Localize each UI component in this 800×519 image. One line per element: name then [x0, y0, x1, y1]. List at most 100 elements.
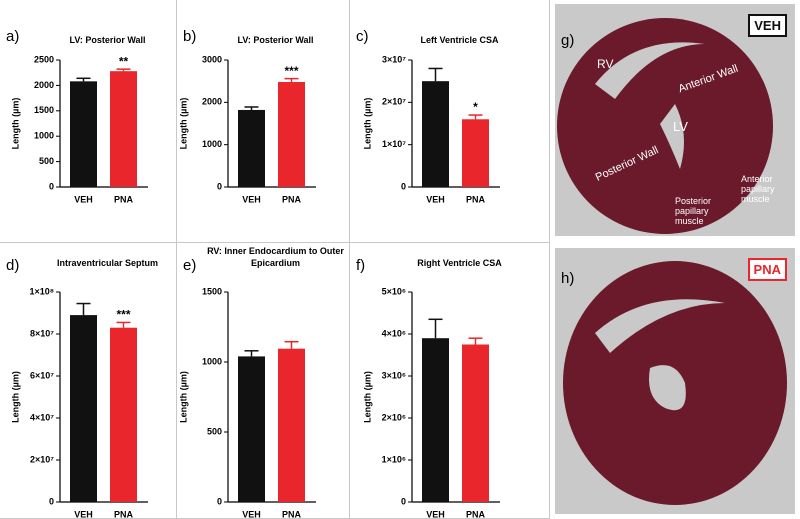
chart-title: Left Ventricle CSA — [420, 35, 499, 45]
panel-letter: a) — [6, 28, 20, 45]
bar — [110, 71, 137, 187]
y-tick-label: 1000 — [34, 131, 54, 141]
bar — [110, 327, 137, 502]
y-axis-label: Length (µm) — [362, 98, 372, 150]
y-tick-label: 0 — [401, 496, 406, 506]
annotation: Anterior papillary muscle — [741, 174, 775, 204]
significance: *** — [284, 64, 298, 78]
y-tick-label: 5×10⁶ — [382, 286, 406, 296]
bar — [238, 356, 265, 502]
panel-letter: b) — [183, 28, 197, 45]
y-tick-label: 4×10⁷ — [30, 412, 54, 422]
y-tick-label: 3000 — [202, 54, 222, 64]
y-tick-label: 500 — [207, 426, 222, 436]
y-axis-label: Length (µm) — [362, 371, 372, 423]
x-tick-label: VEH — [74, 194, 93, 204]
y-tick-label: 1500 — [34, 105, 54, 115]
panel-letter: g) — [561, 32, 575, 49]
panel-letter: c) — [356, 28, 369, 45]
panel-letter: h) — [561, 270, 575, 287]
annotation: LV — [673, 119, 688, 134]
x-tick-label: PNA — [114, 194, 134, 204]
y-axis-label: Length (µm) — [10, 98, 20, 150]
chart: 0 1×10⁶ 2×10⁶ 3×10⁶ 4×10⁶ 5×10⁶ Length (µm) VEH… — [362, 286, 500, 518]
y-axis-label: Length (µm) — [178, 371, 188, 423]
x-tick-label: VEH — [426, 509, 445, 518]
chart-panel: b) LV: Posterior Wall 0 1000 2000 3000 Length … — [177, 0, 350, 243]
y-tick-label: 0 — [401, 181, 406, 191]
significance: * — [473, 100, 478, 114]
x-tick-label: VEH — [74, 509, 93, 518]
significance: *** — [116, 308, 130, 322]
y-tick-label: 1×10⁸ — [29, 286, 54, 296]
y-tick-label: 500 — [39, 156, 54, 166]
y-tick-label: 2×10⁷ — [382, 97, 406, 107]
y-tick-label: 1×10⁷ — [382, 139, 406, 149]
chart: 0 500 1000 1500 2000 2500 Length (µm) VEH PNA ** — [10, 54, 148, 204]
heart-section — [557, 18, 773, 234]
group-label: PNA — [747, 258, 787, 281]
histology-image: h) PNA — [555, 248, 795, 514]
bar — [70, 315, 97, 502]
y-tick-label: 2500 — [34, 54, 54, 64]
x-tick-label: VEH — [242, 194, 261, 204]
annotation: RV — [597, 57, 614, 71]
y-tick-label: 1500 — [202, 286, 222, 296]
chart-panel: a) LV: Posterior Wall 0 500 1000 1500 2000 2500… — [0, 0, 177, 243]
y-tick-label: 3×10⁷ — [382, 54, 406, 64]
chart: 0 2×10⁷ 4×10⁷ 6×10⁷ 8×10⁷ 1×10⁸ Length (µm) VEH… — [10, 286, 148, 518]
y-tick-label: 0 — [49, 181, 54, 191]
y-tick-label: 2×10⁶ — [382, 412, 406, 422]
y-tick-label: 8×10⁷ — [30, 328, 54, 338]
chart-panel: e) RV: Inner Endocardium to Outer Epicard… — [177, 243, 350, 519]
bar — [278, 348, 305, 502]
significance: ** — [119, 54, 129, 68]
y-tick-label: 2×10⁷ — [30, 454, 54, 464]
histology-image: g) VEH RV Anterior Wall LV Posterior Wal… — [555, 4, 795, 236]
group-label: VEH — [748, 14, 787, 37]
bar — [462, 344, 489, 502]
x-tick-label: VEH — [426, 194, 445, 204]
chart-title: Intraventricular Septum — [56, 258, 159, 268]
x-tick-label: PNA — [282, 194, 302, 204]
panel-letter: e) — [183, 257, 197, 274]
chart-panel: f) Right Ventricle CSA 0 1×10⁶ 2×10⁶ 3×10⁶ 4×1… — [350, 243, 550, 519]
chart-title: LV: Posterior Wall — [69, 35, 146, 45]
y-tick-label: 2000 — [34, 80, 54, 90]
panel-letter: d) — [6, 257, 20, 274]
bar — [238, 109, 265, 187]
chart-title: Right Ventricle CSA — [417, 258, 502, 268]
y-axis-label: Length (µm) — [10, 371, 20, 423]
y-tick-label: 1000 — [202, 139, 222, 149]
chart-panel: d) Intraventricular Septum 0 2×10⁷ 4×10⁷ 6×10… — [0, 243, 177, 519]
x-tick-label: PNA — [466, 194, 486, 204]
y-tick-label: 0 — [217, 181, 222, 191]
bar — [462, 119, 489, 187]
y-tick-label: 6×10⁷ — [30, 370, 54, 380]
chart: 0 1×10⁷ 2×10⁷ 3×10⁷ Length (µm) VEH PNA * — [362, 54, 500, 204]
y-tick-label: 3×10⁶ — [382, 370, 406, 380]
bar — [422, 338, 449, 502]
heart-section — [563, 261, 787, 505]
y-tick-label: 0 — [49, 496, 54, 506]
y-tick-label: 0 — [217, 496, 222, 506]
chart-title: RV: Inner Endocardium to Outer Epicardiu… — [207, 246, 344, 268]
chart-panel: c) Left Ventricle CSA 0 1×10⁷ 2×10⁷ 3×10⁷ Leng… — [350, 0, 550, 243]
y-tick-label: 1×10⁶ — [382, 454, 406, 464]
bar — [70, 81, 97, 187]
y-tick-label: 1000 — [202, 356, 222, 366]
bar — [278, 82, 305, 187]
annotation: Posterior papillary muscle — [675, 196, 712, 226]
y-axis-label: Length (µm) — [178, 98, 188, 150]
chart: 0 1000 2000 3000 Length (µm) VEH PNA *** — [178, 54, 316, 204]
y-tick-label: 4×10⁶ — [382, 328, 406, 338]
chart-title: LV: Posterior Wall — [237, 35, 314, 45]
x-tick-label: VEH — [242, 509, 261, 518]
x-tick-label: PNA — [466, 509, 486, 518]
y-tick-label: 2000 — [202, 97, 222, 107]
panel-letter: f) — [356, 257, 366, 274]
chart: 0 500 1000 1500 Length (µm) VEH PNA — [178, 286, 316, 518]
x-tick-label: PNA — [114, 509, 134, 518]
bar — [422, 81, 449, 187]
